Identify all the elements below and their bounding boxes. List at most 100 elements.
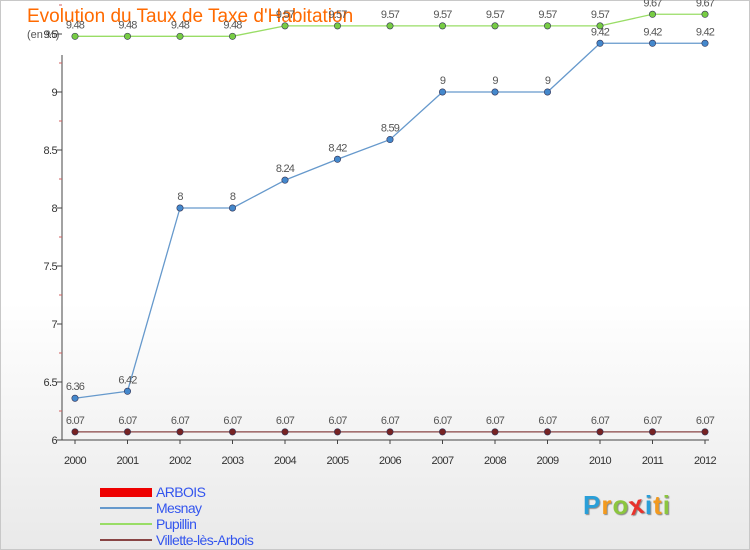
data-point	[229, 204, 237, 212]
y-tick-label: 6	[51, 435, 57, 447]
data-point	[71, 394, 79, 402]
data-point	[176, 428, 184, 436]
series-line-Mesnay	[74, 42, 706, 399]
x-tick-label: 2006	[379, 455, 402, 467]
data-label: 9	[440, 75, 446, 87]
data-label: 9.57	[538, 9, 557, 21]
data-point	[71, 32, 79, 40]
data-point	[438, 22, 446, 30]
data-label: 8	[177, 191, 183, 203]
data-point	[543, 22, 551, 30]
data-point	[124, 32, 132, 40]
data-point	[438, 428, 446, 436]
data-label: 9	[492, 75, 498, 87]
chart-title: Evolution du Taux de Taxe d'Habitation	[27, 6, 354, 27]
data-label: 9	[545, 75, 551, 87]
data-label: 8	[230, 191, 236, 203]
x-tick-label: 2008	[484, 455, 507, 467]
data-point	[438, 88, 446, 96]
data-label: 6.42	[118, 374, 137, 386]
x-tick-label: 2010	[589, 455, 612, 467]
legend-label: ARBOIS	[156, 484, 206, 500]
data-label: 9.57	[486, 9, 505, 21]
data-label: 8.59	[381, 123, 400, 135]
data-label: 9.57	[276, 9, 295, 21]
data-label: 9.42	[643, 26, 662, 38]
data-label: 9.42	[696, 26, 715, 38]
legend-swatch	[100, 539, 152, 541]
legend: ARBOIS Mesnay Pupillin Villette-lès-Arbois	[100, 484, 350, 548]
data-label: 9.67	[643, 0, 662, 9]
data-point	[124, 387, 132, 395]
y-tick-label: 9	[51, 87, 57, 99]
data-point	[386, 22, 394, 30]
x-tick-label: 2004	[274, 455, 297, 467]
data-label: 6.07	[486, 415, 505, 427]
data-point	[229, 32, 237, 40]
data-point	[596, 428, 604, 436]
data-point	[176, 32, 184, 40]
data-point	[596, 39, 604, 47]
legend-label: Pupillin	[156, 516, 197, 532]
y-tick-label: 6.5	[44, 377, 58, 389]
legend-item: ARBOIS	[100, 484, 350, 500]
legend-label: Villette-lès-Arbois	[156, 532, 254, 548]
y-tick-label: 8.5	[44, 145, 58, 157]
x-tick-label: 2009	[536, 455, 559, 467]
data-point	[648, 428, 656, 436]
legend-item: Mesnay	[100, 500, 350, 516]
data-point	[176, 204, 184, 212]
data-label: 6.07	[381, 415, 400, 427]
data-point	[596, 22, 604, 30]
logo-letter: t	[653, 490, 663, 520]
data-point	[648, 10, 656, 18]
data-point	[281, 22, 289, 30]
data-point	[281, 428, 289, 436]
data-label: 9.48	[118, 19, 137, 31]
data-point	[701, 39, 709, 47]
data-label: 8.42	[328, 142, 347, 154]
data-point	[701, 10, 709, 18]
data-label: 9.48	[223, 19, 242, 31]
x-tick-label: 2007	[431, 455, 454, 467]
data-point	[71, 428, 79, 436]
data-label: 6.07	[276, 415, 295, 427]
data-label: 6.07	[118, 415, 137, 427]
data-label: 6.07	[643, 415, 662, 427]
data-point	[491, 88, 499, 96]
data-point	[543, 88, 551, 96]
legend-label: Mesnay	[156, 500, 202, 516]
proxiti-logo: Proxiti	[583, 489, 671, 522]
data-point	[229, 428, 237, 436]
x-tick-label: 2003	[221, 455, 244, 467]
data-point	[386, 428, 394, 436]
logo-letter: r	[601, 490, 613, 520]
data-point	[491, 428, 499, 436]
data-label: 6.07	[66, 415, 85, 427]
data-label: 6.07	[223, 415, 242, 427]
legend-item: Pupillin	[100, 516, 350, 532]
logo-letter: i	[644, 490, 654, 520]
data-point	[491, 22, 499, 30]
chart-subtitle: (en %)	[27, 29, 60, 41]
y-tick-label: 7.5	[44, 261, 58, 273]
data-label: 6.07	[696, 415, 715, 427]
data-label: 9.57	[328, 9, 347, 21]
data-label: 9.57	[381, 9, 400, 21]
x-tick-label: 2012	[694, 455, 717, 467]
legend-swatch	[100, 507, 152, 509]
data-label: 9.48	[171, 19, 190, 31]
y-tick-label: 7	[51, 319, 57, 331]
logo-letter: i	[662, 490, 671, 520]
data-label: 8.24	[276, 163, 295, 175]
data-label: 6.07	[538, 415, 557, 427]
data-label: 9.57	[591, 9, 610, 21]
data-point	[124, 428, 132, 436]
data-point	[543, 428, 551, 436]
data-point	[333, 22, 341, 30]
legend-swatch	[100, 487, 152, 497]
logo-letter: o	[612, 490, 630, 520]
data-point	[281, 176, 289, 184]
data-label: 6.07	[433, 415, 452, 427]
